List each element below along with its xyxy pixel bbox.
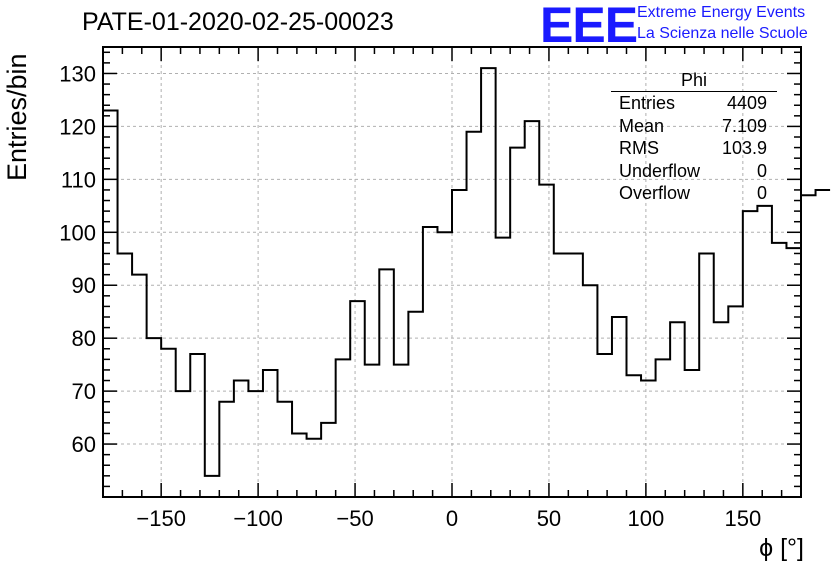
stats-value: 0 <box>756 160 767 181</box>
x-tick-label: 100 <box>628 506 665 531</box>
stats-row-mean: Mean 7.109 <box>611 115 777 138</box>
y-tick-label: 80 <box>72 326 96 351</box>
stats-row-overflow: Overflow 0 <box>611 182 777 205</box>
stats-value: 4409 <box>726 93 767 113</box>
stats-value: 103.9 <box>721 138 767 159</box>
y-axis-label: Entries/bin <box>2 53 32 181</box>
stats-row-underflow: Underflow 0 <box>611 160 777 183</box>
stats-title: Phi <box>611 70 777 92</box>
stats-value: 7.109 <box>721 115 767 136</box>
stats-row-rms: RMS 103.9 <box>611 137 777 160</box>
stats-label: Underflow <box>619 160 701 181</box>
histogram-step-line <box>103 67 831 477</box>
y-tick-label: 70 <box>72 379 96 404</box>
stats-value: 0 <box>756 183 767 204</box>
x-tick-label: −150 <box>136 506 186 531</box>
x-tick-label: −50 <box>336 506 373 531</box>
chart-title: PATE-01-2020-02-25-00023 <box>82 8 394 36</box>
logo-line-1: Extreme Energy Events <box>637 4 806 21</box>
y-tick-label: 110 <box>61 167 96 192</box>
x-tick-label: −100 <box>233 506 283 531</box>
logo-line-2: La Scienza nelle Scuole <box>637 25 808 42</box>
plot-frame <box>102 46 802 498</box>
stats-box: Phi Entries 4409 Mean 7.109 RMS 103.9 Un… <box>611 70 777 205</box>
x-axis-label: ϕ [°] <box>759 534 804 562</box>
y-tick-label: 90 <box>72 273 96 298</box>
y-tick-label: 100 <box>59 220 96 245</box>
x-tick-labels: −150 −100 −50 0 50 100 150 <box>136 506 761 531</box>
stats-label: Mean <box>619 115 665 136</box>
x-tick-label: 50 <box>537 506 561 531</box>
stats-label: Entries <box>619 93 676 113</box>
eee-logo: EEE <box>540 0 638 53</box>
stats-row-entries: Entries 4409 <box>611 92 777 115</box>
y-tick-label: 130 <box>59 61 96 86</box>
stats-label: Overflow <box>619 183 691 204</box>
y-tick-labels: 60 70 80 90 100 110 120 130 <box>59 61 96 457</box>
y-tick-label: 120 <box>59 114 96 139</box>
x-tick-label: 150 <box>724 506 761 531</box>
y-tick-label: 60 <box>72 432 96 457</box>
x-tick-label: 0 <box>446 506 458 531</box>
stats-label: RMS <box>619 138 659 159</box>
